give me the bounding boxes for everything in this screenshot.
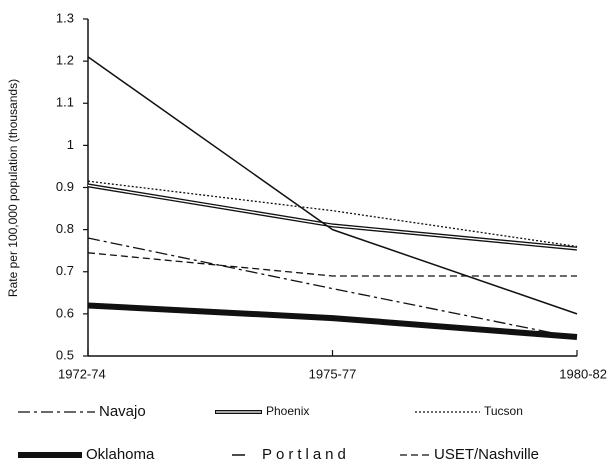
legend-label: Navajo bbox=[99, 403, 146, 420]
y-tick-label: 0.8 bbox=[56, 221, 74, 236]
y-tick-label: 0.7 bbox=[56, 263, 74, 278]
y-tick-label: 1.2 bbox=[56, 53, 74, 68]
legend-label: Portland bbox=[262, 446, 350, 463]
y-axis-label: Rate per 100,000 population (thousands) bbox=[6, 79, 20, 297]
line-series-inner bbox=[87, 184, 578, 250]
y-tick-label: 1 bbox=[67, 137, 74, 152]
y-tick-label: 1.3 bbox=[56, 10, 74, 25]
line-series bbox=[87, 302, 578, 341]
y-tick-label: 0.6 bbox=[56, 305, 74, 320]
legend-label: Phoenix bbox=[266, 404, 309, 418]
legend-label: Tucson bbox=[484, 404, 523, 418]
y-tick-label: 1.1 bbox=[56, 95, 74, 110]
line-series bbox=[87, 56, 578, 315]
x-tick-label: 1975-77 bbox=[309, 366, 357, 381]
x-tick-label: 1980-82 bbox=[559, 366, 607, 381]
line-series bbox=[87, 252, 577, 277]
line-series bbox=[87, 237, 578, 339]
legend-label: USET/Nashville bbox=[434, 446, 539, 463]
legend-label: Oklahoma bbox=[86, 446, 155, 463]
x-tick-label: 1972-74 bbox=[58, 366, 106, 381]
y-tick-label: 0.9 bbox=[56, 179, 74, 194]
line-series bbox=[87, 183, 578, 251]
line-series bbox=[87, 180, 578, 248]
y-tick-label: 0.5 bbox=[56, 347, 74, 362]
